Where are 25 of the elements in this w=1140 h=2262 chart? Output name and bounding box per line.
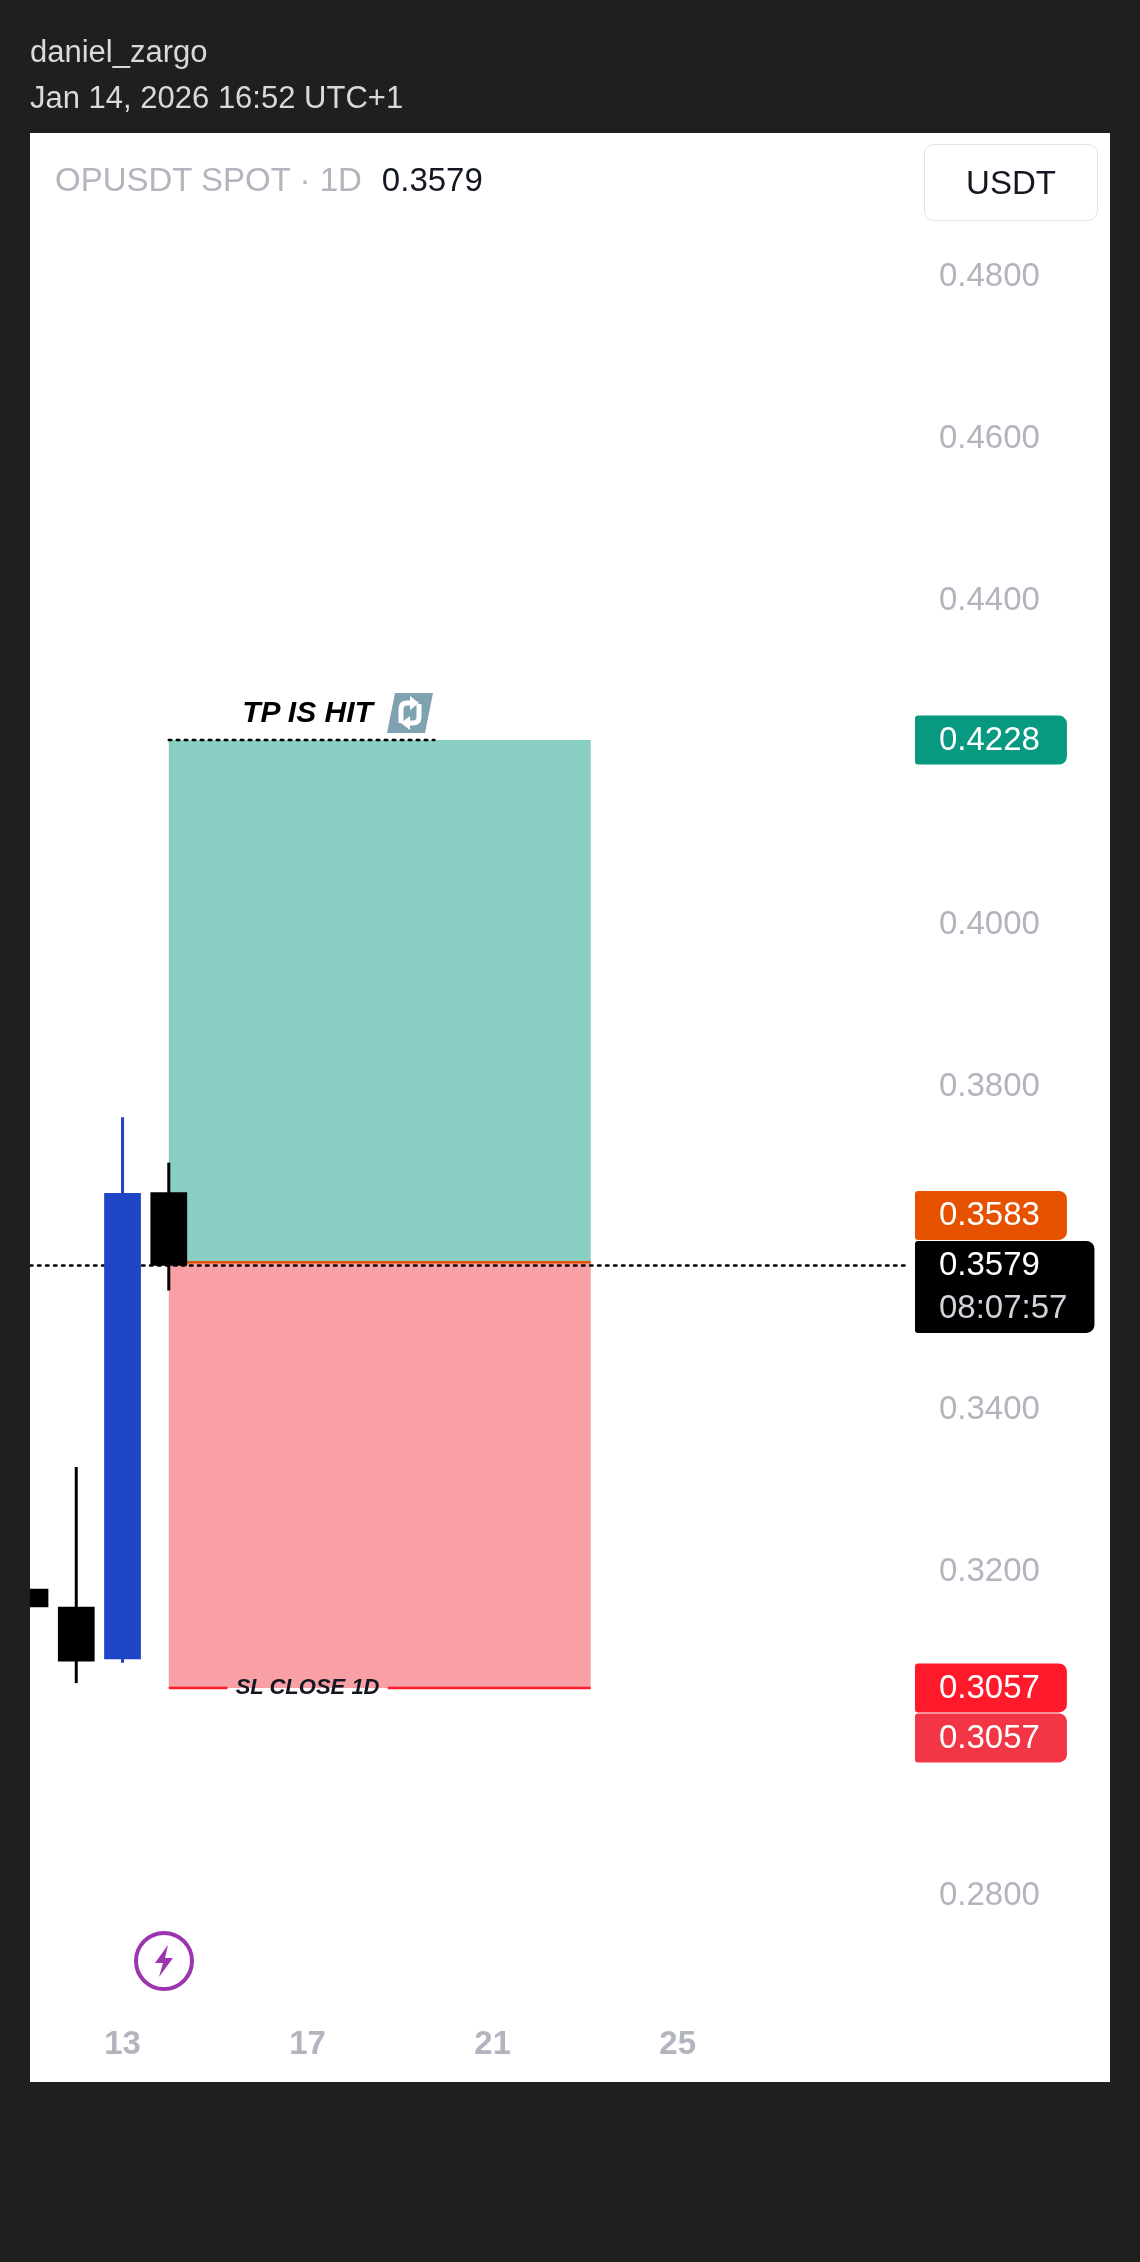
y-tick-label: 0.3800 [939, 1065, 1040, 1103]
y-tick-label: 0.4000 [939, 903, 1040, 941]
x-tick-label: 13 [104, 2023, 141, 2061]
text: 0.3057 [939, 1667, 1040, 1705]
x-tick-label: 25 [659, 2023, 697, 2061]
text: 0.3583 [939, 1194, 1040, 1232]
y-axis-title: USDT [924, 144, 1098, 221]
annotation: SL CLOSE 1D [235, 1674, 380, 1700]
text: daniel_zargo [30, 33, 209, 71]
y-tick-label: 0.2800 [939, 1875, 1040, 1913]
text: 08:07:57 [939, 1287, 1068, 1325]
y-tick-label: 0.3200 [939, 1551, 1040, 1589]
y-tick-label: 0.4800 [939, 256, 1040, 294]
y-tick-label: 0.4400 [939, 579, 1040, 617]
y-tick-label: 0.3400 [939, 1389, 1040, 1427]
ref-line-label: 0.3579 [939, 1244, 1040, 1282]
x-tick-label: 17 [289, 2023, 326, 2061]
y-tick-label: 0.4600 [939, 417, 1040, 455]
chart-title: OPUSDT SPOT · 1D [55, 161, 362, 198]
text: 0.4228 [939, 719, 1040, 757]
text: Jan 14, 2026 16:52 UTC+1 [30, 79, 404, 117]
annotation: TP IS HIT [242, 695, 376, 729]
text: 0.3057 [939, 1717, 1040, 1755]
chart-subtitle: 0.3579 [381, 161, 483, 198]
x-tick-label: 21 [474, 2023, 511, 2061]
